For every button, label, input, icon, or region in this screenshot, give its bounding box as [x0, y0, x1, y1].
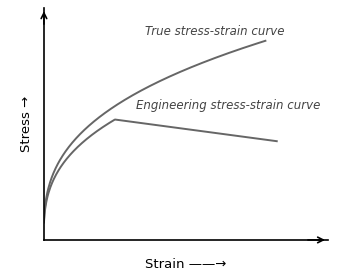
Text: Stress →: Stress →: [20, 96, 33, 152]
Text: True stress-strain curve: True stress-strain curve: [145, 25, 284, 38]
Text: Engineering stress-strain curve: Engineering stress-strain curve: [136, 99, 321, 112]
Text: Strain ——→: Strain ——→: [145, 258, 226, 271]
